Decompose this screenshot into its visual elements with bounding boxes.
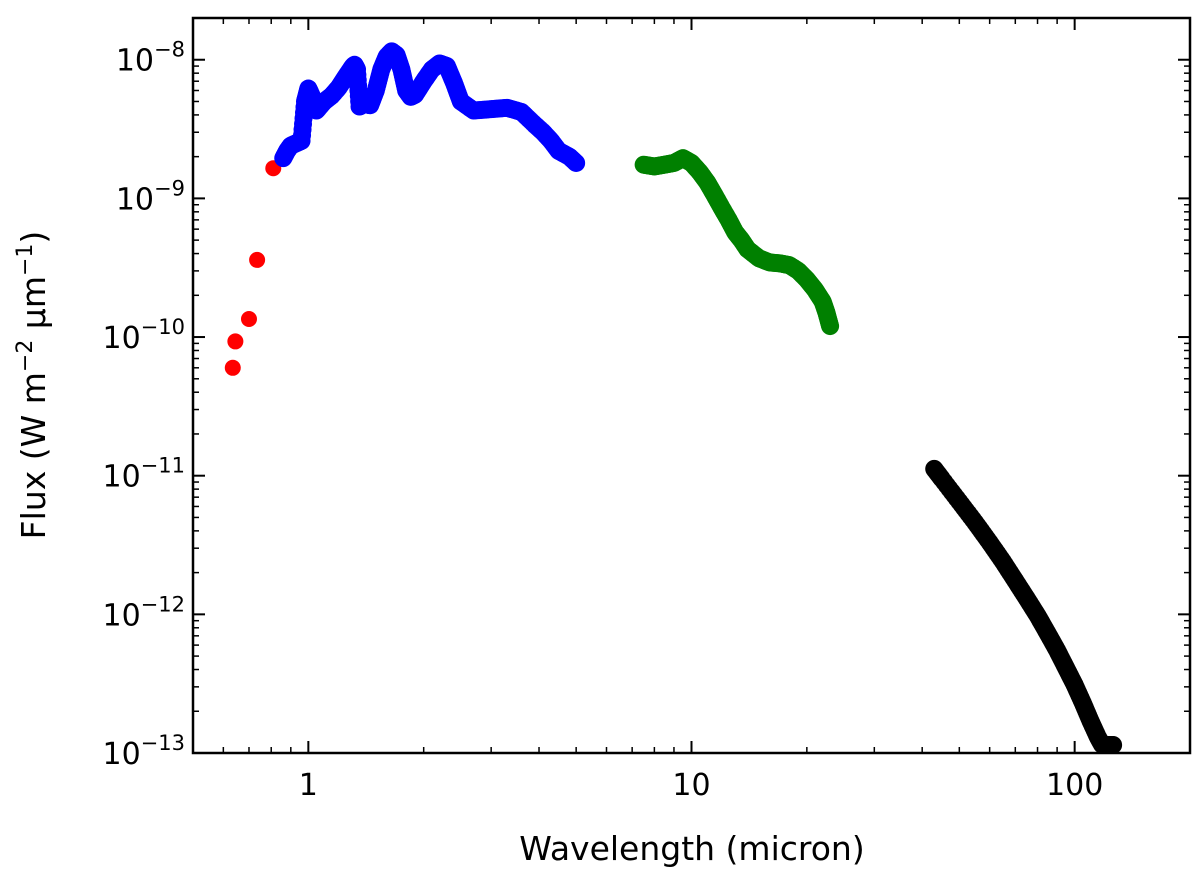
optical-photometry-point [240,310,257,327]
y-axis-title-main: Flux (W m [14,372,53,539]
x-tick-label: 10 [672,768,710,803]
y-tick-label: 10−8 [116,38,185,79]
y-tick-exponent: −13 [141,731,185,755]
y-tick-label: 10−11 [102,454,185,495]
y-axis-title-mid: μm [14,276,53,340]
y-tick-base: 10 [102,321,140,356]
y-tick-base: 10 [102,598,140,633]
optical-photometry-point [227,333,244,350]
y-axis-title-exp1: −2 [13,340,38,372]
y-tick-exponent: −8 [154,38,185,62]
y-tick-exponent: −11 [141,454,185,478]
y-tick-label: 10−10 [102,315,185,356]
y-tick-exponent: −9 [154,176,185,200]
optical-photometry-point [249,251,266,268]
y-tick-label: 10−12 [102,592,185,633]
near-infrared-spectrum-point [567,153,586,172]
y-tick-base: 10 [116,182,154,217]
y-tick-label: 10−9 [116,176,185,217]
series-2 [634,149,840,336]
y-tick-exponent: −10 [141,315,185,339]
x-tick-label: 1 [299,768,318,803]
y-axis-title-exp2: −1 [13,244,38,276]
y-tick-label: 10−13 [102,731,185,772]
x-tick-label: 100 [1046,768,1103,803]
x-axis-title: Wavelength (micron) [519,829,864,868]
series-1 [274,42,586,172]
series-0 [224,160,282,376]
y-tick-exponent: −12 [141,592,185,616]
y-tick-base: 10 [102,460,140,495]
data-series-layer [224,42,1123,754]
mid-infrared-spectrum-point [821,317,840,336]
y-tick-base: 10 [116,44,154,79]
y-axis-title-close: ) [14,231,53,244]
series-3 [925,459,1123,754]
y-axis-title: Flux (W m−2 μm−1) [13,231,53,540]
optical-photometry-point [224,359,241,376]
far-infrared-spectrum-point [1104,736,1123,754]
y-tick-base: 10 [102,737,140,772]
